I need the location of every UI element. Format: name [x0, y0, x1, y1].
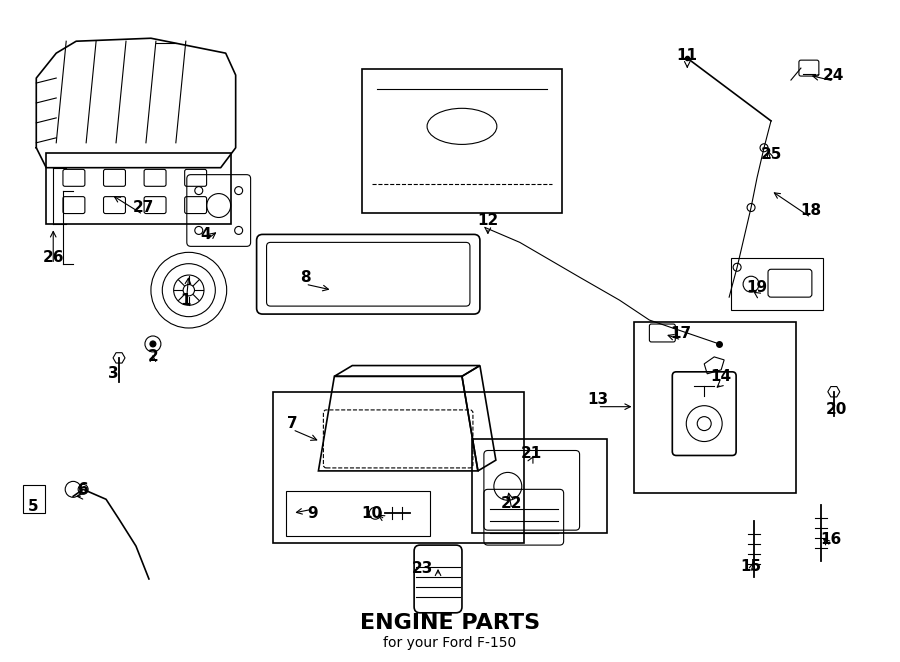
Circle shape — [734, 263, 741, 271]
Text: 3: 3 — [108, 366, 119, 381]
Polygon shape — [36, 38, 236, 167]
Bar — [634, 322, 796, 493]
Bar — [23, 485, 45, 513]
Text: 21: 21 — [521, 446, 543, 461]
Bar — [285, 491, 430, 536]
Bar — [731, 258, 823, 310]
Text: ENGINE PARTS: ENGINE PARTS — [360, 613, 540, 633]
Bar — [472, 438, 607, 533]
Circle shape — [150, 341, 156, 347]
Text: 1: 1 — [181, 293, 191, 308]
Text: 22: 22 — [501, 496, 523, 511]
Text: 13: 13 — [587, 392, 608, 407]
Text: 12: 12 — [477, 213, 499, 228]
Text: 16: 16 — [820, 532, 842, 547]
Text: 4: 4 — [201, 227, 212, 242]
Text: 11: 11 — [677, 48, 698, 63]
Text: 17: 17 — [670, 326, 692, 342]
Text: 10: 10 — [362, 506, 382, 521]
Circle shape — [747, 203, 755, 211]
Text: 27: 27 — [132, 200, 154, 215]
Bar — [363, 69, 562, 213]
Bar — [46, 153, 230, 224]
Text: 25: 25 — [760, 147, 782, 162]
Text: 8: 8 — [300, 269, 310, 285]
Text: 23: 23 — [411, 561, 433, 577]
Text: 18: 18 — [800, 203, 822, 218]
Text: 6: 6 — [77, 482, 88, 497]
Text: 19: 19 — [746, 279, 768, 295]
Text: 5: 5 — [28, 498, 39, 514]
Text: 15: 15 — [741, 559, 761, 573]
Text: 24: 24 — [824, 68, 844, 83]
Text: 26: 26 — [42, 250, 64, 265]
Text: for your Ford F-150: for your Ford F-150 — [383, 636, 517, 649]
Bar — [273, 392, 524, 543]
Circle shape — [760, 144, 768, 152]
Text: 7: 7 — [287, 416, 298, 431]
Text: 14: 14 — [711, 369, 732, 385]
Text: 9: 9 — [307, 506, 318, 521]
Text: 2: 2 — [148, 350, 158, 364]
Text: 20: 20 — [826, 402, 848, 417]
